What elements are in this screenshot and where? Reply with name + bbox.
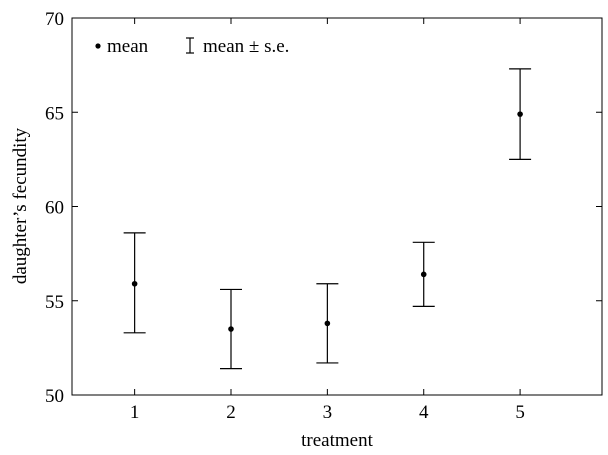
y-tick-label: 50 (45, 386, 64, 407)
plot-frame (71, 17, 603, 396)
mean-point (324, 320, 331, 327)
axes (71, 17, 603, 396)
legend-mean-marker (95, 43, 101, 49)
data-marks (123, 68, 532, 370)
x-tick-label: 3 (323, 402, 333, 423)
error-bar (412, 241, 435, 308)
legend-se-marker (186, 37, 194, 54)
y-tick-label: 65 (45, 103, 64, 124)
y-axis-ticks: 50 55 60 65 70 (45, 9, 602, 407)
error-bar (123, 232, 146, 334)
mean-point (131, 280, 138, 287)
x-tick-label: 4 (419, 402, 429, 423)
x-axis-ticks: 1 2 3 4 5 (130, 18, 525, 423)
error-bar (220, 288, 242, 370)
legend: mean mean ± s.e. (95, 36, 289, 57)
x-tick-label: 1 (130, 402, 140, 423)
y-tick-label: 55 (45, 292, 64, 313)
x-tick-label: 5 (515, 402, 525, 423)
mean-point (517, 111, 523, 117)
error-bar (316, 283, 339, 364)
x-axis-label: treatment (301, 430, 373, 451)
mean-point (228, 326, 234, 332)
y-tick-label: 60 (45, 198, 64, 219)
x-tick-label: 2 (226, 402, 236, 423)
y-axis-label: daughter’s fecundity (10, 127, 31, 284)
y-tick-label: 70 (45, 9, 64, 30)
legend-mean-label: mean (107, 36, 149, 57)
mean-point (420, 271, 427, 278)
error-bar (509, 68, 532, 160)
legend-se-label: mean ± s.e. (203, 36, 289, 57)
